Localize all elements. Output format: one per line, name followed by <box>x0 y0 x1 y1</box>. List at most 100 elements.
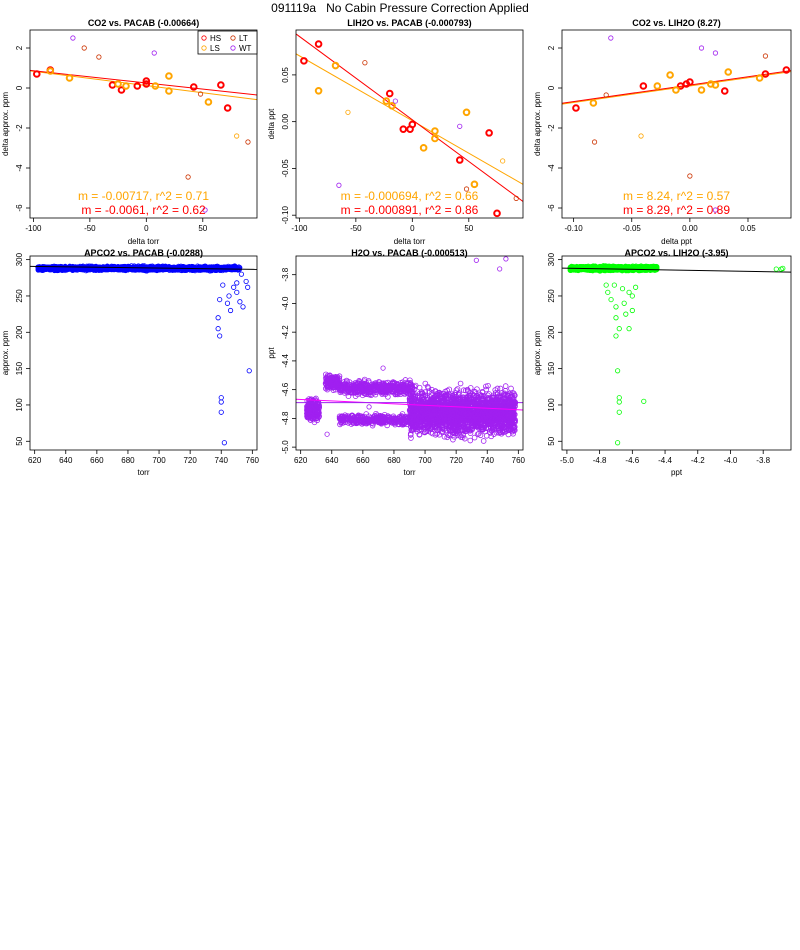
data-point <box>304 410 310 416</box>
data-point <box>371 380 378 387</box>
regression-annotation: m = -0.000694, r^2 = 0.66 <box>341 189 479 203</box>
data-point <box>96 54 102 60</box>
lih2o-vs-pacab-chart: LIH2O vs. PACAB (-0.000793)-100 -50 0 50-0.… <box>267 18 524 246</box>
x-tick-label: 0.05 <box>740 224 756 233</box>
data-point <box>245 284 251 290</box>
y-tick-label: -2 <box>547 124 556 132</box>
data-point <box>354 414 360 421</box>
x-tick-label: 640 <box>59 456 73 465</box>
data-point <box>165 72 173 80</box>
y-tick-label: 300 <box>15 252 24 266</box>
plot-frame <box>295 29 524 219</box>
data-point <box>343 414 350 421</box>
regression-line <box>296 33 523 202</box>
x-tick-label: 0 <box>410 224 415 233</box>
plot-area <box>562 35 791 213</box>
regression-annotation: m = -0.0061, r^2 = 0.62 <box>81 203 206 217</box>
plot-area <box>30 263 257 446</box>
data-point <box>475 430 482 437</box>
x-tick-label: 0.00 <box>682 224 698 233</box>
data-point <box>471 434 478 441</box>
data-point <box>402 391 408 397</box>
data-point <box>237 299 243 305</box>
x-tick-label: 620 <box>28 456 42 465</box>
data-point <box>356 378 363 385</box>
data-point <box>497 385 504 392</box>
legend-label: LT <box>239 34 248 43</box>
plot-frame <box>29 29 258 219</box>
data-point <box>300 57 308 65</box>
data-point <box>572 104 580 112</box>
data-point <box>392 98 398 104</box>
data-point <box>310 416 317 423</box>
data-point <box>392 390 399 397</box>
legend-label: LS <box>210 44 220 53</box>
data-point <box>453 387 460 393</box>
data-point <box>485 129 493 137</box>
data-point <box>132 264 139 270</box>
data-point <box>394 385 401 392</box>
data-point <box>687 173 693 179</box>
data-point <box>455 156 464 164</box>
plot-area <box>296 256 523 444</box>
data-point <box>399 419 406 425</box>
data-point <box>202 265 208 271</box>
data-point <box>698 45 705 51</box>
data-point <box>457 380 464 387</box>
data-point <box>111 266 118 272</box>
data-point <box>70 35 76 41</box>
data-point <box>314 40 323 48</box>
data-point <box>124 264 131 270</box>
page-title: 091119a No Cabin Pressure Correction App… <box>271 1 529 15</box>
regression-line <box>296 53 523 185</box>
data-point <box>32 70 41 78</box>
regression-annotation: m = 8.29, r^2 = 0.89 <box>623 203 730 217</box>
data-point <box>377 385 384 391</box>
data-point <box>122 82 130 90</box>
data-point <box>493 209 501 218</box>
chart-title: APCO2 vs. PACAB (-0.0288) <box>84 248 203 258</box>
data-point <box>231 284 237 290</box>
data-point <box>210 267 216 273</box>
data-point <box>361 416 368 423</box>
data-point <box>130 264 137 270</box>
data-point <box>358 417 364 424</box>
x-tick-label: 760 <box>246 456 260 465</box>
y-tick-label: -6 <box>15 204 24 212</box>
regression-line <box>30 265 257 270</box>
data-point <box>338 388 345 395</box>
legend-label: WT <box>239 44 252 53</box>
data-point <box>234 280 240 286</box>
y-tick-label: 2 <box>547 45 556 50</box>
data-point <box>215 315 221 321</box>
y-tick-label: -0.10 <box>281 206 290 225</box>
data-point <box>382 97 391 105</box>
data-point <box>399 125 408 133</box>
data-point <box>686 78 694 86</box>
data-point <box>359 392 366 399</box>
apco2-vs-pacab-chart: APCO2 vs. PACAB (-0.0288)620 640 660 680 700… <box>1 248 260 477</box>
data-point <box>48 265 54 271</box>
data-point <box>218 399 224 405</box>
data-point <box>603 92 609 98</box>
data-point <box>502 383 509 389</box>
y-tick-label: 0 <box>547 85 556 90</box>
data-point <box>366 418 373 425</box>
y-tick-label: 100 <box>15 398 24 412</box>
y-tick-label: 0.05 <box>281 67 290 83</box>
data-point <box>470 180 479 189</box>
data-point <box>185 174 191 180</box>
data-point <box>204 98 213 106</box>
data-point <box>380 390 386 396</box>
x-tick-label: -100 <box>25 224 42 233</box>
data-point <box>305 408 312 415</box>
data-point <box>477 432 484 439</box>
data-point <box>480 438 487 444</box>
y-tick-label: -2 <box>15 124 24 132</box>
data-point <box>672 86 680 94</box>
y-tick-label: -0.05 <box>281 159 290 178</box>
x-tick-label: -0.10 <box>565 224 584 233</box>
data-point <box>358 419 364 426</box>
h2o-vs-pacab-chart: H2O vs. PACAB (-0.000513)620 640 660 680 700… <box>267 248 526 477</box>
data-point <box>226 293 232 299</box>
